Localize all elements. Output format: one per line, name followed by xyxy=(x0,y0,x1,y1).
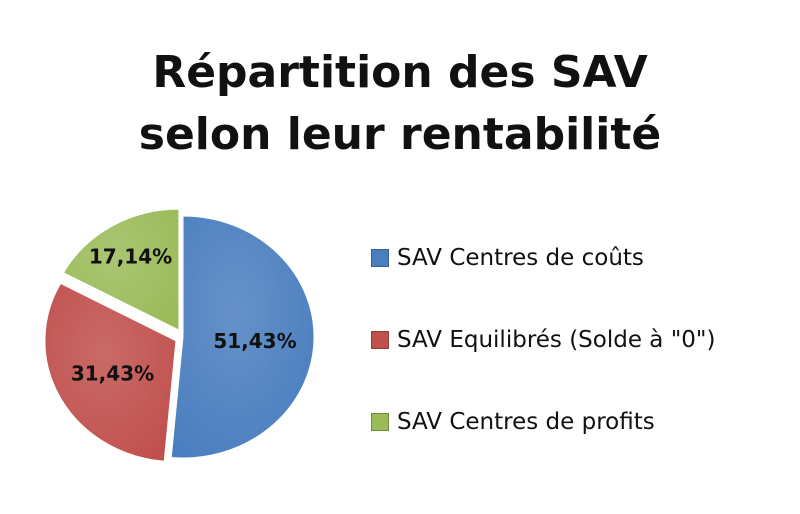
data-label-equilibres: 31,43% xyxy=(71,361,154,385)
chart-title-line-1: Répartition des SAV xyxy=(152,47,648,98)
data-label-couts: 51,43% xyxy=(213,329,296,353)
data-label-profits: 17,14% xyxy=(89,244,172,268)
legend-label-couts: SAV Centres de coûts xyxy=(397,245,644,271)
pie-slice-couts xyxy=(170,215,315,459)
legend: SAV Centres de coûts SAV Equilibrés (Sol… xyxy=(371,238,791,484)
legend-label-profits: SAV Centres de profits xyxy=(397,409,655,435)
chart-title-line-2: selon leur rentabilité xyxy=(138,109,662,160)
chart-title: Répartition des SAV selon leur rentabili… xyxy=(0,42,800,166)
pie-slice-equilibres xyxy=(44,282,177,462)
legend-item-equilibres: SAV Equilibrés (Solde à "0") xyxy=(371,320,791,360)
legend-swatch-profits xyxy=(371,413,389,431)
legend-swatch-couts xyxy=(371,249,389,267)
pie-slice-profits xyxy=(62,208,180,331)
legend-item-profits: SAV Centres de profits xyxy=(371,402,791,442)
legend-swatch-equilibres xyxy=(371,331,389,349)
legend-label-equilibres: SAV Equilibrés (Solde à "0") xyxy=(397,327,716,353)
legend-item-couts: SAV Centres de coûts xyxy=(371,238,791,278)
